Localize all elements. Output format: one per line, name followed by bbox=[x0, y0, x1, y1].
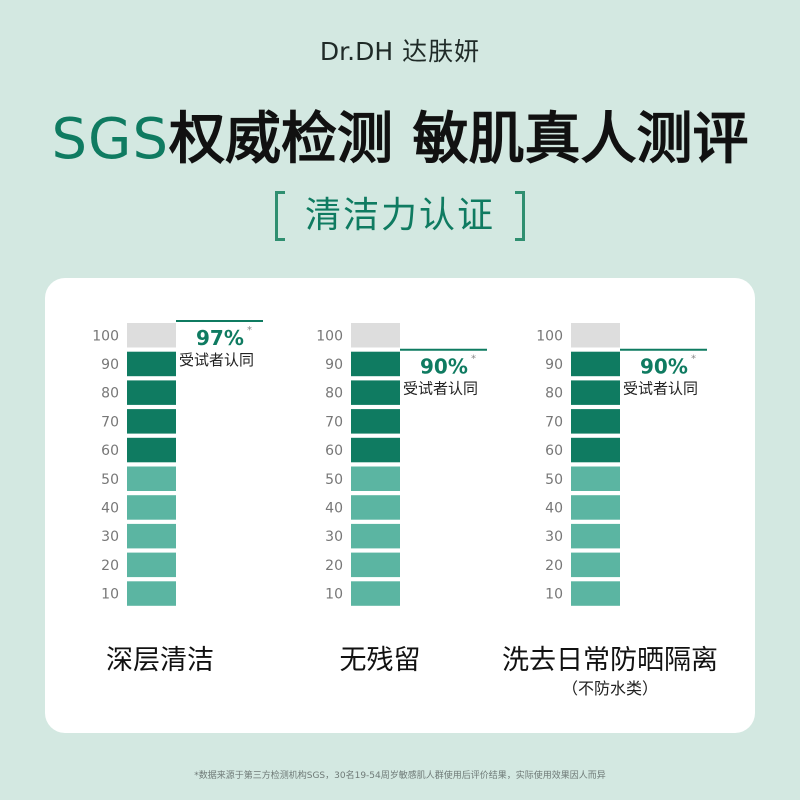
bar-segment bbox=[351, 466, 400, 491]
tick-label: 100 bbox=[92, 328, 119, 344]
category-label-1: 深层清洁 bbox=[106, 645, 214, 676]
bar-segment bbox=[351, 409, 400, 434]
tick-label: 80 bbox=[545, 386, 563, 402]
tick-label: 70 bbox=[101, 414, 119, 430]
tick-label: 10 bbox=[101, 587, 119, 603]
bar-segment bbox=[127, 351, 176, 377]
subtitle: 清洁力认证 bbox=[304, 195, 495, 236]
tick-label: 10 bbox=[325, 587, 343, 603]
bar-segment bbox=[127, 437, 176, 463]
data-label: 90% bbox=[640, 355, 688, 379]
tick-label: 50 bbox=[101, 472, 119, 488]
data-caption: 受试者认同 bbox=[623, 380, 698, 398]
tick-label: 90 bbox=[545, 357, 563, 373]
brand-name: 达肤妍 bbox=[402, 37, 481, 66]
tick-label: 90 bbox=[325, 357, 343, 373]
bar-segment bbox=[351, 351, 400, 377]
tick-label: 50 bbox=[545, 472, 563, 488]
subtitle-block: 清洁力认证 bbox=[275, 188, 525, 244]
bar-segment bbox=[127, 466, 176, 491]
tick-label: 60 bbox=[545, 443, 563, 459]
bracket-left-icon bbox=[275, 191, 285, 241]
category-label-3: 洗去日常防晒隔离 bbox=[502, 645, 718, 676]
tick-label: 40 bbox=[101, 500, 119, 516]
tick-label: 80 bbox=[101, 386, 119, 402]
tick-label: 30 bbox=[325, 529, 343, 545]
tick-label: 10 bbox=[545, 587, 563, 603]
data-label: 90% bbox=[420, 355, 468, 379]
bar-segment bbox=[351, 380, 400, 405]
tick-label: 40 bbox=[325, 500, 343, 516]
bar-segment bbox=[351, 437, 400, 463]
bar-segment bbox=[351, 323, 400, 348]
tick-label: 70 bbox=[545, 414, 563, 430]
tick-label: 50 bbox=[325, 472, 343, 488]
footnote: *数据来源于第三方检测机构SGS，30名19-54周岁敏感肌人群使用后评价结果，… bbox=[194, 771, 606, 781]
tick-label: 70 bbox=[325, 414, 343, 430]
bar-segment bbox=[571, 552, 620, 578]
bar-segment bbox=[127, 552, 176, 578]
page-title: SGS权威检测 敏肌真人测评 bbox=[0, 108, 800, 172]
bar-segment bbox=[571, 380, 620, 405]
title-rest: 权威检测 敏肌真人测评 bbox=[169, 107, 749, 172]
data-label-asterisk: * bbox=[471, 354, 476, 365]
bar-segment bbox=[127, 409, 176, 434]
tick-label: 30 bbox=[101, 529, 119, 545]
bar-segment bbox=[571, 437, 620, 463]
bar-segment bbox=[127, 523, 176, 549]
tick-label: 30 bbox=[545, 529, 563, 545]
bar-segment bbox=[351, 495, 400, 520]
tick-label: 100 bbox=[536, 328, 563, 344]
chart-card: 100 90 80 70 60 50 40 30 20 10 97% * 受试者认同 100 90 80 70 6… bbox=[45, 278, 755, 733]
bar-segment bbox=[571, 323, 620, 348]
tick-label: 80 bbox=[325, 386, 343, 402]
title-accent: SGS bbox=[51, 107, 169, 172]
data-caption: 受试者认同 bbox=[179, 351, 254, 369]
category-label-2: 无残留 bbox=[339, 645, 421, 676]
brand-logo: Dr.DH bbox=[319, 37, 394, 66]
bar-segment bbox=[571, 466, 620, 491]
bar-segment bbox=[127, 581, 176, 606]
bar-segment bbox=[571, 523, 620, 549]
data-label-asterisk: * bbox=[247, 325, 252, 336]
bar-segment bbox=[127, 380, 176, 405]
tick-label: 60 bbox=[325, 443, 343, 459]
bar-segment bbox=[127, 323, 176, 348]
bar-segment bbox=[127, 495, 176, 520]
bar-segment bbox=[571, 495, 620, 520]
bar-segment bbox=[571, 351, 620, 377]
category-note-3: （不防水类） bbox=[561, 679, 658, 698]
tick-label: 60 bbox=[101, 443, 119, 459]
tick-label: 90 bbox=[101, 357, 119, 373]
tick-label: 40 bbox=[545, 500, 563, 516]
tick-label: 20 bbox=[325, 558, 343, 574]
tick-label: 20 bbox=[101, 558, 119, 574]
bar-segment bbox=[571, 409, 620, 434]
data-label: 97% bbox=[196, 326, 244, 350]
bar-segment bbox=[571, 581, 620, 606]
data-caption: 受试者认同 bbox=[403, 380, 478, 398]
bar-segment bbox=[351, 552, 400, 578]
bar-segment bbox=[351, 581, 400, 606]
data-label-asterisk: * bbox=[691, 354, 696, 365]
tick-label: 20 bbox=[545, 558, 563, 574]
bracket-right-icon bbox=[515, 191, 525, 241]
tick-label: 100 bbox=[316, 328, 343, 344]
brand-header: Dr.DH 达肤妍 bbox=[0, 32, 800, 68]
bar-segment bbox=[351, 523, 400, 549]
